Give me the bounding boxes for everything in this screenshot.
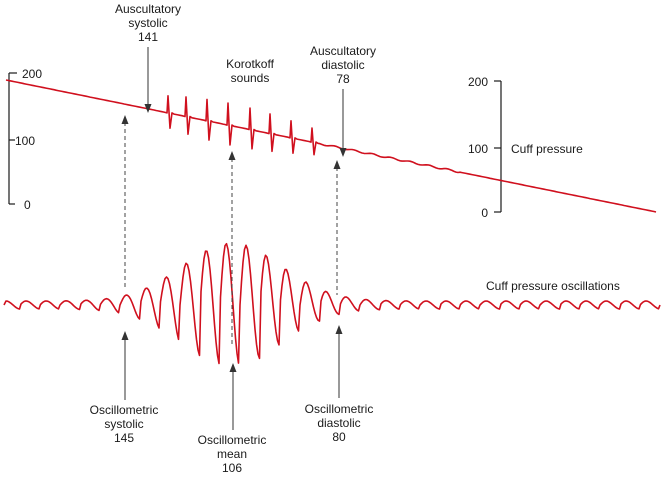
oscillometric-mean-line2: mean: [217, 447, 247, 461]
auscultatory-systolic-annotation: Auscultatory systolic 141: [115, 2, 181, 113]
cuff-pressure-trace: [5, 79, 657, 213]
oscillometric-diastolic-value: 80: [332, 430, 346, 444]
right-axis-tick-100: 100: [468, 142, 488, 156]
oscillometric-systolic-line1: Oscillometric: [90, 403, 159, 417]
dashed-connectors: [121, 115, 341, 345]
right-axis-tick-0: 0: [481, 206, 488, 220]
oscillation-trace: [3, 242, 661, 365]
oscillometric-systolic-value: 145: [114, 431, 134, 445]
oscillometric-diastolic-line2: diastolic: [317, 416, 360, 430]
left-axis-tick-200: 200: [22, 67, 42, 81]
oscillometric-diastolic-annotation: Oscillometric diastolic 80: [305, 325, 374, 444]
oscillometric-systolic-annotation: Oscillometric systolic 145: [90, 331, 159, 445]
oscillometric-systolic-line2: systolic: [104, 417, 143, 431]
left-axis: 200 100 0: [8, 67, 42, 212]
oscillation-label: Cuff pressure oscillations: [486, 279, 620, 293]
auscultatory-diastolic-annotation: Auscultatory diastolic 78: [310, 44, 376, 157]
right-axis-tick-200: 200: [468, 75, 488, 89]
right-axis: 200 100 0 Cuff pressure: [468, 75, 583, 220]
auscultatory-diastolic-line1: Auscultatory: [310, 44, 376, 58]
auscultatory-systolic-value: 141: [138, 30, 158, 44]
oscillometric-mean-value: 106: [222, 461, 242, 475]
auscultatory-diastolic-value: 78: [336, 72, 350, 86]
left-axis-tick-100: 100: [15, 134, 35, 148]
auscultatory-systolic-line2: systolic: [128, 16, 167, 30]
auscultatory-diastolic-line2: diastolic: [321, 58, 364, 72]
oscillometric-mean-line1: Oscillometric: [198, 433, 267, 447]
korotkoff-line2: sounds: [231, 71, 270, 85]
auscultatory-systolic-line1: Auscultatory: [115, 2, 181, 16]
korotkoff-annotation: Korotkoff sounds: [226, 57, 274, 85]
korotkoff-line1: Korotkoff: [226, 57, 274, 71]
cuff-pressure-label: Cuff pressure: [511, 142, 583, 156]
left-axis-tick-0: 0: [24, 198, 31, 212]
oscillometric-diastolic-line1: Oscillometric: [305, 402, 374, 416]
oscillometric-mean-annotation: Oscillometric mean 106: [198, 363, 267, 475]
